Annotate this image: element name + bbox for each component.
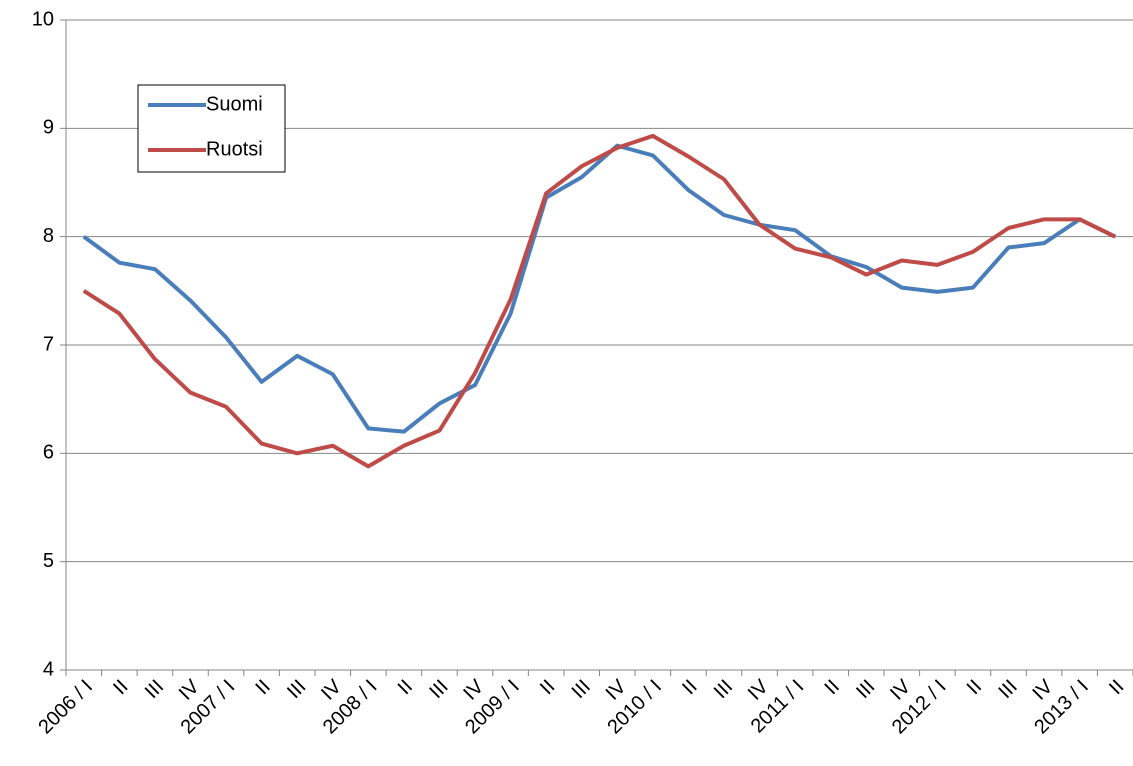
series-line: [82, 143, 1117, 434]
x-tick-label: III: [425, 676, 452, 703]
x-tick-label: III: [141, 676, 168, 703]
y-tick-label: 6: [43, 442, 54, 464]
x-tick-label: III: [568, 676, 595, 703]
x-tick-label: III: [994, 676, 1021, 703]
x-tick-label: II: [394, 676, 417, 699]
y-tick-label: 7: [43, 333, 54, 355]
x-tick-label: II: [536, 676, 559, 699]
legend-box: [137, 84, 286, 173]
y-tick-label: 4: [43, 658, 54, 680]
legend-label: Suomi: [206, 93, 263, 115]
x-tick-label: II: [678, 676, 701, 699]
x-tick-label: II: [963, 676, 986, 699]
y-tick-label: 9: [43, 117, 54, 139]
legend-label: Ruotsi: [206, 138, 263, 160]
x-tick-label: 2006 / I: [34, 676, 97, 739]
x-tick-label: III: [710, 676, 737, 703]
x-tick-label: III: [852, 676, 879, 703]
y-tick-label: 5: [43, 550, 54, 572]
y-tick-label: 8: [43, 225, 54, 247]
x-tick-label: II: [821, 676, 844, 699]
x-tick-label: III: [283, 676, 310, 703]
x-tick-label: II: [251, 676, 274, 699]
x-tick-label: II: [109, 676, 132, 699]
series-line: [82, 133, 1117, 469]
x-tick-label: II: [1105, 676, 1128, 699]
y-tick-label: 10: [32, 8, 54, 30]
